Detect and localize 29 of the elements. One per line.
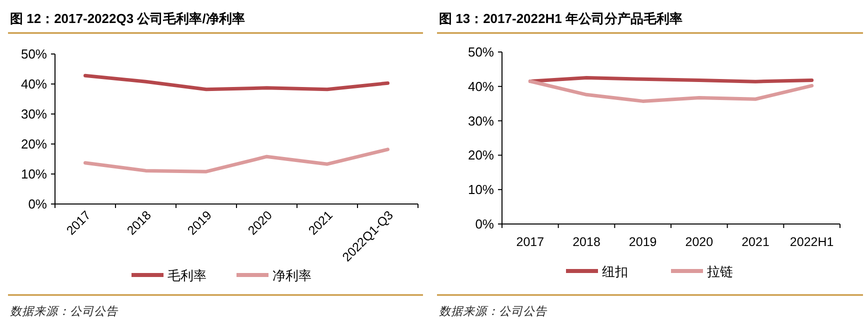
x-tick-label: 2018	[572, 235, 600, 249]
legend-label: 纽扣	[602, 264, 628, 279]
legend-label: 拉链	[707, 264, 733, 279]
y-tick-label: 40%	[468, 78, 494, 94]
chart-title: 图 13：2017-2022H1 年公司分产品毛利率	[439, 11, 682, 26]
y-tick-label: 40%	[20, 76, 48, 92]
line-series	[84, 74, 390, 92]
line-series	[528, 79, 814, 103]
x-tick-label: 2020	[685, 235, 714, 249]
x-tick-label: 2017	[516, 235, 544, 249]
y-tick-label: 20%	[20, 136, 48, 152]
chart-title: 图 12：2017-2022Q3 公司毛利率/净利率	[10, 11, 245, 26]
y-tick-label: 0%	[28, 196, 48, 212]
y-tick-label: 10%	[468, 182, 494, 198]
line-series	[84, 148, 390, 174]
y-tick-label: 20%	[468, 148, 494, 163]
y-tick-label: 30%	[468, 113, 494, 128]
x-tick-label: 2021	[742, 235, 770, 249]
x-tick-label: 2019	[628, 235, 657, 249]
y-tick-label: 50%	[20, 46, 48, 62]
y-tick-label: 50%	[468, 44, 494, 60]
y-tick-label: 30%	[20, 106, 48, 122]
y-tick-label: 0%	[475, 216, 494, 232]
source-note: 数据来源：公司公告	[439, 305, 548, 318]
y-tick-label: 10%	[20, 166, 48, 182]
legend-label: 毛利率	[168, 268, 206, 283]
source-note: 数据来源：公司公告	[10, 305, 119, 318]
x-tick-label: 2022H1	[790, 235, 834, 249]
legend-label: 净利率	[272, 268, 312, 283]
